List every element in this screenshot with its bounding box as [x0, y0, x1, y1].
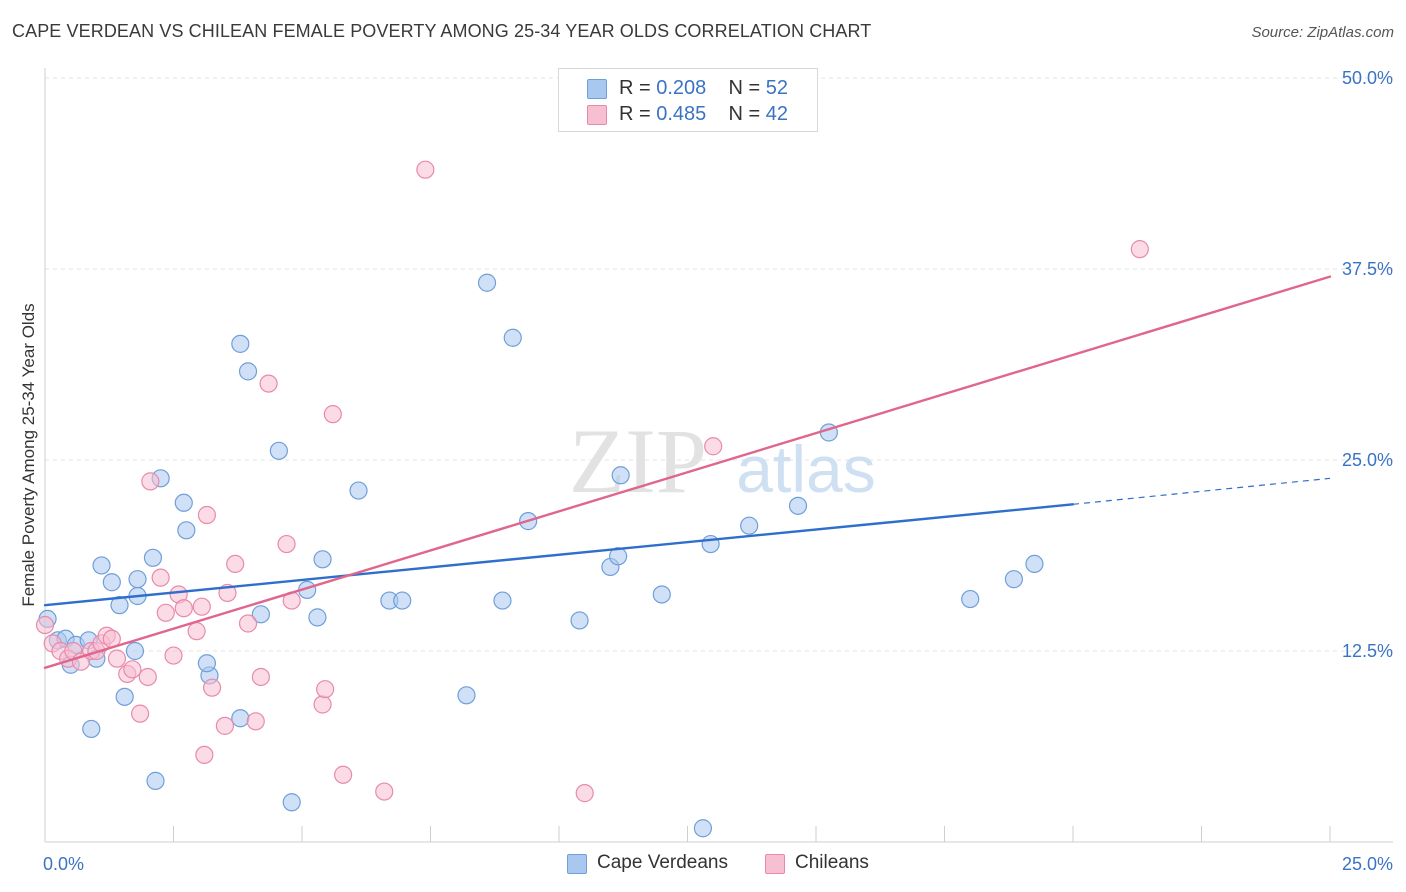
point-cape-verdeans-25 [251, 605, 270, 624]
chart-source: Source: ZipAtlas.com [1251, 24, 1394, 41]
x-tick-label-1: 25.0% [1342, 854, 1393, 874]
point-cape-verdeans-49 [961, 589, 980, 609]
point-cape-verdeans-9 [102, 573, 121, 592]
point-chileans-13 [123, 660, 142, 679]
point-cape-verdeans-24 [238, 362, 258, 381]
point-chileans-11 [107, 649, 127, 668]
point-chileans-0 [35, 615, 55, 635]
point-chileans-19 [164, 646, 183, 665]
y-axis-label: Female Poverty Among 25-34 Year Olds [19, 303, 38, 607]
point-cape-verdeans-8 [92, 556, 111, 575]
legend-swatch-bottom-chileans [765, 854, 785, 874]
point-chileans-33 [259, 374, 278, 393]
point-cape-verdeans-42 [611, 466, 630, 485]
point-chileans-29 [226, 554, 245, 574]
point-cape-verdeans-51 [1025, 554, 1044, 574]
point-cape-verdeans-14 [128, 570, 147, 589]
point-cape-verdeans-36 [503, 328, 522, 347]
point-cape-verdeans-21 [197, 654, 217, 673]
legend-stats-chileans: R = 0.485 N = 42 [619, 103, 789, 125]
point-chileans-40 [375, 782, 394, 801]
x-tick-label-0: 0.0% [43, 854, 84, 874]
point-chileans-23 [192, 597, 211, 616]
trend-line-dashed-cape-verdeans [1072, 477, 1331, 505]
point-cape-verdeans-35 [493, 591, 512, 610]
point-cape-verdeans-15 [146, 771, 165, 790]
point-chileans-43 [704, 437, 723, 456]
legend-swatch-bottom-cape-verdeans [567, 854, 587, 874]
point-chileans-22 [187, 622, 206, 641]
axes [44, 68, 1393, 843]
point-cape-verdeans-17 [177, 521, 196, 540]
point-chileans-30 [238, 614, 258, 633]
point-cape-verdeans-26 [269, 441, 288, 460]
legend-r-chileans: 0.485 [656, 103, 707, 125]
legend-swatch-chileans [587, 105, 607, 125]
point-cape-verdeans-43 [652, 585, 671, 604]
point-cape-verdeans-27 [282, 793, 301, 812]
point-chileans-37 [316, 680, 335, 699]
point-chileans-44 [1130, 240, 1149, 259]
trend-lines [43, 275, 1332, 670]
point-chileans-24 [197, 505, 217, 525]
y-tick-label-2: 37.5% [1342, 259, 1393, 279]
point-chileans-18 [156, 603, 175, 622]
point-cape-verdeans-34 [457, 686, 476, 705]
point-chileans-26 [202, 678, 222, 697]
point-cape-verdeans-44 [693, 819, 713, 838]
point-chileans-39 [334, 765, 353, 784]
watermark-atlas: atlas [736, 432, 875, 506]
legend-label-cape-verdeans: Cape Verdeans [597, 852, 728, 873]
legend-stats-cape-verdeans: R = 0.208 N = 52 [619, 77, 789, 99]
point-cape-verdeans-29 [308, 608, 327, 627]
point-chileans-41 [416, 160, 435, 179]
point-cape-verdeans-47 [788, 496, 808, 515]
point-chileans-31 [246, 712, 265, 731]
point-chileans-17 [151, 568, 170, 587]
point-cape-verdeans-11 [115, 687, 134, 706]
point-cape-verdeans-23 [231, 334, 250, 353]
point-chileans-14 [130, 704, 150, 723]
point-chileans-32 [251, 667, 270, 687]
y-tick-labels: 12.5% 25.0% 37.5% 50.0% [1342, 68, 1393, 661]
point-cape-verdeans-33 [393, 591, 412, 610]
legend-n-cape-verdeans: 52 [765, 77, 789, 99]
legend-label-chileans: Chileans [795, 852, 869, 873]
point-cape-verdeans-50 [1004, 570, 1023, 589]
data-points [35, 160, 1149, 838]
trend-line-cape-verdeans [43, 503, 1075, 607]
trend-line-chileans [43, 275, 1332, 670]
chart-title: CAPE VERDEAN VS CHILEAN FEMALE POVERTY A… [12, 21, 872, 41]
point-cape-verdeans-18 [143, 548, 163, 567]
point-chileans-21 [174, 599, 193, 618]
watermark: ZIP atlas [569, 410, 876, 512]
watermark-zip: ZIP [569, 410, 707, 512]
point-cape-verdeans-12 [125, 641, 145, 661]
correlation-legend: R = 0.208 N = 52 R = 0.485 N = 42 [558, 68, 818, 132]
legend-n-chileans: 42 [765, 103, 789, 125]
point-chileans-15 [138, 667, 157, 687]
y-tick-label-3: 50.0% [1342, 68, 1393, 88]
point-cape-verdeans-30 [313, 550, 332, 569]
point-chileans-16 [141, 472, 160, 491]
y-tick-label-0: 12.5% [1342, 641, 1393, 661]
point-cape-verdeans-31 [349, 481, 368, 500]
point-chileans-34 [277, 534, 296, 554]
legend-swatch-cape-verdeans [587, 79, 607, 99]
point-chileans-42 [575, 784, 594, 803]
legend-r-cape-verdeans: 0.208 [656, 77, 707, 99]
point-cape-verdeans-37 [477, 273, 497, 292]
y-tick-label-1: 25.0% [1342, 450, 1393, 470]
point-chileans-36 [313, 695, 332, 714]
point-cape-verdeans-22 [231, 709, 250, 728]
point-cape-verdeans-6 [82, 719, 101, 739]
point-cape-verdeans-16 [174, 493, 193, 512]
point-chileans-38 [323, 405, 342, 424]
point-cape-verdeans-39 [570, 611, 589, 630]
x-tick-labels: 0.0% 25.0% [43, 854, 1393, 874]
point-cape-verdeans-46 [740, 516, 759, 535]
point-chileans-25 [195, 745, 214, 765]
point-chileans-27 [215, 716, 234, 735]
